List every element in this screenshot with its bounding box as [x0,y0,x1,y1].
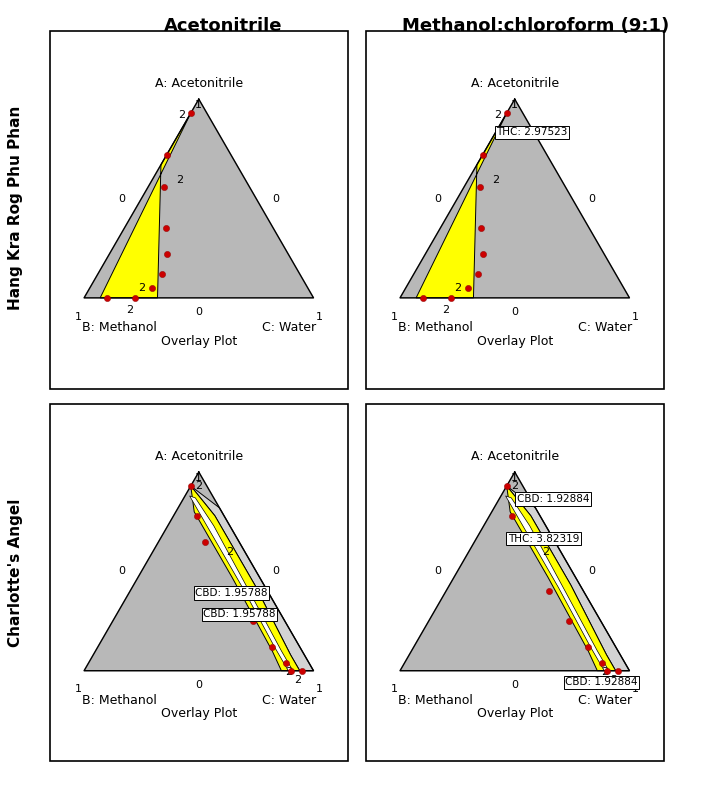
Text: 1: 1 [75,312,82,322]
Text: 2: 2 [226,546,234,557]
Text: 2: 2 [138,283,145,293]
Polygon shape [191,486,300,670]
Text: 2: 2 [294,675,301,685]
Text: 1: 1 [511,473,518,484]
Text: C: Water: C: Water [262,694,316,707]
Text: 2: 2 [285,667,292,677]
Text: 0: 0 [195,307,202,317]
Text: C: Water: C: Water [262,321,316,334]
Text: 0: 0 [435,567,442,576]
Text: 0: 0 [119,567,126,576]
Text: Overlay Plot: Overlay Plot [160,334,237,348]
Text: 2: 2 [454,283,461,293]
Text: 0: 0 [588,194,595,203]
Text: 2: 2 [494,110,501,120]
Text: 2: 2 [195,481,202,491]
Text: 1: 1 [632,312,639,322]
Text: 2: 2 [442,305,449,315]
Text: Overlay Plot: Overlay Plot [160,707,237,721]
Text: 2: 2 [610,675,617,685]
Text: 1: 1 [195,473,202,484]
Text: 0: 0 [588,567,595,576]
Text: C: Water: C: Water [578,694,632,707]
Polygon shape [191,486,314,670]
Text: 2: 2 [492,175,499,185]
Polygon shape [506,496,608,670]
Polygon shape [400,99,630,298]
Text: 2: 2 [178,110,185,120]
Text: 0: 0 [511,680,518,690]
Polygon shape [190,496,293,670]
Text: THC: 3.82319: THC: 3.82319 [508,534,579,544]
Text: 0: 0 [195,680,202,690]
Text: Overlay Plot: Overlay Plot [476,334,553,348]
Text: A: Acetonitrile: A: Acetonitrile [155,450,243,463]
Text: A: Acetonitrile: A: Acetonitrile [155,77,243,90]
Text: 2: 2 [542,546,550,557]
Text: CBD: 1.95788: CBD: 1.95788 [195,588,268,598]
Text: A: Acetonitrile: A: Acetonitrile [471,450,559,463]
Text: CBD: 1.92884: CBD: 1.92884 [565,677,638,687]
Polygon shape [400,472,630,670]
Text: 1: 1 [511,100,518,111]
Text: 0: 0 [272,567,279,576]
Text: 0: 0 [272,194,279,203]
Text: B: Methanol: B: Methanol [398,694,473,707]
Text: 2: 2 [126,305,133,315]
Text: THC: 2.97523: THC: 2.97523 [496,127,568,137]
Text: B: Methanol: B: Methanol [82,321,157,334]
Text: 1: 1 [316,312,323,322]
Text: Overlay Plot: Overlay Plot [476,707,553,721]
Text: 0: 0 [119,194,126,203]
Text: 0: 0 [435,194,442,203]
Text: 2: 2 [511,481,518,491]
Polygon shape [100,113,191,298]
Text: 0: 0 [511,307,518,317]
Text: 1: 1 [316,685,323,695]
Text: 2: 2 [176,175,183,185]
Polygon shape [84,99,314,298]
Text: B: Methanol: B: Methanol [82,694,157,707]
Text: 1: 1 [75,685,82,695]
Polygon shape [84,472,314,670]
Text: 2: 2 [601,667,608,677]
Text: Acetonitrile: Acetonitrile [165,17,283,35]
Text: 1: 1 [391,685,398,695]
Text: CBD: 1.92884: CBD: 1.92884 [517,494,589,504]
Polygon shape [507,486,616,670]
Text: Hang Kra Rog Phu Phan: Hang Kra Rog Phu Phan [8,106,23,310]
Text: CBD: 1.95788: CBD: 1.95788 [203,609,276,619]
Text: C: Water: C: Water [578,321,632,334]
Polygon shape [507,486,630,670]
Text: Charlotte's Angel: Charlotte's Angel [8,498,23,648]
Text: B: Methanol: B: Methanol [398,321,473,334]
Polygon shape [416,113,507,298]
Text: Methanol:chloroform (9:1): Methanol:chloroform (9:1) [403,17,670,35]
Text: 1: 1 [195,100,202,111]
Text: 1: 1 [632,685,639,695]
Text: A: Acetonitrile: A: Acetonitrile [471,77,559,90]
Text: 1: 1 [391,312,398,322]
